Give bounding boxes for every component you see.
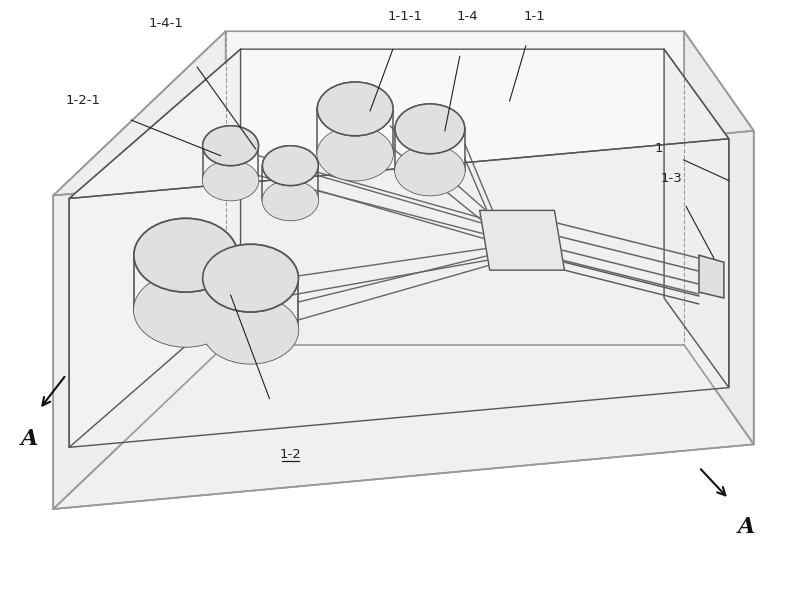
Ellipse shape <box>134 273 238 347</box>
Polygon shape <box>69 49 241 447</box>
Ellipse shape <box>202 296 298 364</box>
Polygon shape <box>69 139 729 447</box>
Text: 1-2-1: 1-2-1 <box>66 95 101 107</box>
Ellipse shape <box>202 126 258 165</box>
Ellipse shape <box>202 244 298 312</box>
Ellipse shape <box>202 126 258 165</box>
Ellipse shape <box>134 273 238 347</box>
Ellipse shape <box>318 127 393 181</box>
Ellipse shape <box>202 161 258 201</box>
Ellipse shape <box>262 145 318 185</box>
Polygon shape <box>699 255 724 298</box>
Ellipse shape <box>395 145 465 196</box>
Text: 1-4-1: 1-4-1 <box>148 17 183 30</box>
Polygon shape <box>664 49 729 388</box>
Ellipse shape <box>395 104 465 154</box>
Ellipse shape <box>262 181 318 221</box>
Polygon shape <box>54 32 754 196</box>
Ellipse shape <box>318 82 393 136</box>
Ellipse shape <box>318 127 393 181</box>
Ellipse shape <box>262 145 318 185</box>
Text: 1: 1 <box>655 142 663 155</box>
Polygon shape <box>480 210 565 270</box>
Ellipse shape <box>262 181 318 221</box>
Ellipse shape <box>395 104 465 154</box>
Ellipse shape <box>202 296 298 364</box>
Ellipse shape <box>395 145 465 196</box>
Ellipse shape <box>318 82 393 136</box>
Text: 1-2: 1-2 <box>279 448 302 461</box>
Polygon shape <box>54 32 226 509</box>
Ellipse shape <box>202 161 258 201</box>
Polygon shape <box>54 131 754 509</box>
Ellipse shape <box>202 244 298 312</box>
Text: 1-1: 1-1 <box>524 10 546 23</box>
Text: A: A <box>21 428 38 450</box>
Polygon shape <box>684 32 754 444</box>
Text: 1-1-1: 1-1-1 <box>387 10 422 23</box>
Ellipse shape <box>134 218 238 292</box>
Text: A: A <box>738 516 755 538</box>
Polygon shape <box>69 49 729 199</box>
Ellipse shape <box>134 218 238 292</box>
Text: 1-4: 1-4 <box>457 10 478 23</box>
Text: 1-3: 1-3 <box>660 172 682 185</box>
